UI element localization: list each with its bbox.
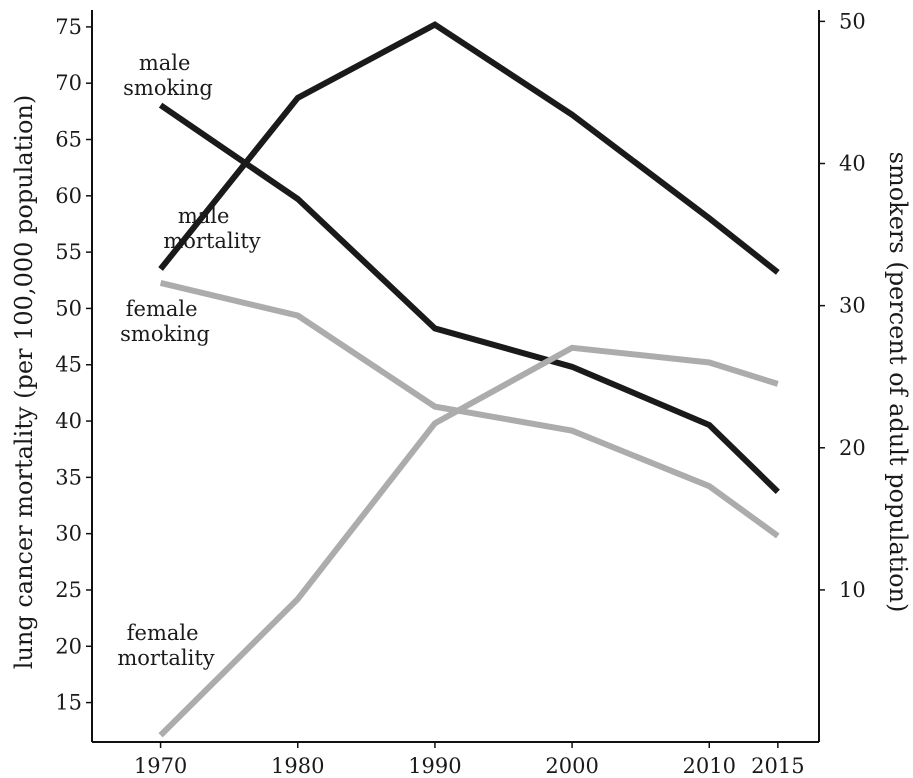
annotation-male-mortality: male mortality: [163, 204, 260, 253]
right-tick-label: 20: [839, 436, 866, 460]
left-tick-label: 45: [55, 353, 82, 377]
x-tick-label: 1980: [271, 754, 324, 778]
left-tick-label: 35: [55, 465, 82, 489]
x-tick-label: 1990: [408, 754, 461, 778]
series-annotations: male smoking male mortality female smoki…: [117, 51, 260, 670]
x-tick-label: 2000: [545, 754, 598, 778]
left-tick-label: 25: [55, 578, 82, 602]
left-tick-label: 15: [55, 691, 82, 715]
annotation-female-smoking: female smoking: [120, 297, 210, 346]
left-tick-label: 30: [55, 522, 82, 546]
right-tick-label: 40: [839, 152, 866, 176]
left-tick-label: 20: [55, 634, 82, 658]
x-tick-label: 2015: [751, 754, 804, 778]
right-axis-title: smokers (percent of adult population): [884, 152, 912, 613]
series-line-female-smoking: [159, 279, 780, 539]
left-tick-label: 75: [55, 15, 82, 39]
left-tick-label: 60: [55, 184, 82, 208]
right-axis-ticks: 10 20 30 40 50: [819, 9, 866, 602]
left-axis-ticks: 15 20 25 30 35 40 45 50 55 60 65 70 75: [55, 15, 92, 715]
left-axis-title: lung cancer mortality (per 100,000 popul…: [10, 95, 38, 669]
left-tick-label: 50: [55, 296, 82, 320]
x-tick-label: 2010: [683, 754, 736, 778]
series-line-female-mortality: [158, 344, 779, 738]
left-tick-label: 70: [55, 71, 82, 95]
left-tick-label: 40: [55, 409, 82, 433]
annotation-male-smoking: male smoking: [123, 51, 213, 100]
annotation-female-mortality: female mortality: [117, 621, 214, 670]
left-tick-label: 65: [55, 128, 82, 152]
chart-axes: [91, 10, 820, 743]
right-tick-label: 30: [839, 294, 866, 318]
series-line-male-mortality: [158, 21, 780, 275]
series-line-male-smoking: [158, 102, 780, 494]
x-axis-ticks: 1970 1980 1990 2000 2010 2015: [134, 742, 805, 778]
right-tick-label: 50: [839, 9, 866, 33]
x-tick-label: 1970: [134, 754, 187, 778]
series-lines: [158, 21, 780, 738]
right-tick-label: 10: [839, 578, 866, 602]
left-tick-label: 55: [55, 240, 82, 264]
